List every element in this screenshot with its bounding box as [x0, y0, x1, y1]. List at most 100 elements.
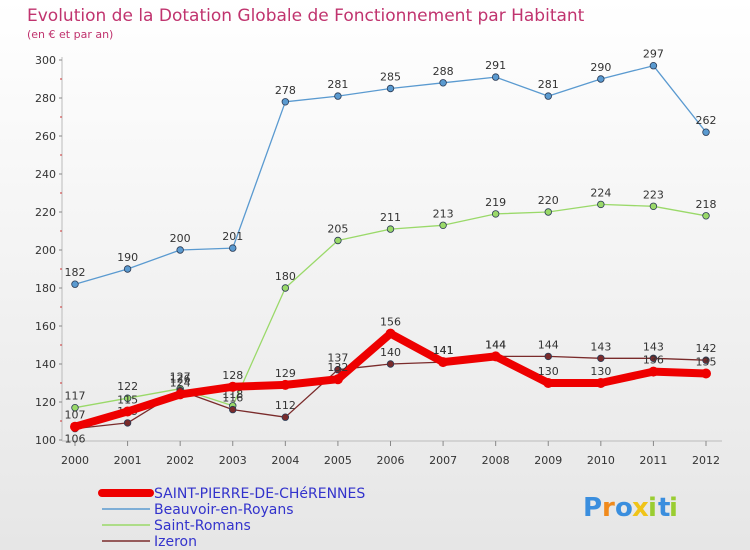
- data-label: 117: [65, 390, 86, 403]
- logo-letter: r: [602, 493, 615, 523]
- legend-label: Saint-Romans: [154, 518, 251, 534]
- data-label: 116: [222, 392, 243, 405]
- y-tick-label: 140: [35, 358, 56, 371]
- data-point: [334, 92, 342, 100]
- series-3: 107 115 124 128 129 132 156 141 144 130 130 136 135: [65, 316, 717, 432]
- x-tick-label: 2004: [271, 454, 299, 467]
- legend-label: SAINT-PIERRE-DE-CHéRENNES: [154, 486, 365, 502]
- data-point: [701, 368, 711, 379]
- legend-label: Beauvoir-en-Royans: [154, 502, 294, 518]
- data-point: [491, 73, 500, 81]
- data-label: 142: [696, 342, 717, 355]
- legend-label: Izeron: [154, 534, 197, 550]
- data-label: 220: [538, 194, 559, 207]
- data-label: 130: [538, 365, 559, 378]
- axes: 100 120 140 160 180 200 220 240 260 280 300 2000 200…: [35, 54, 722, 467]
- y-tick-label: 260: [35, 130, 56, 143]
- data-point: [175, 389, 186, 400]
- y-tick-label: 220: [35, 206, 56, 219]
- data-label: 285: [380, 71, 401, 84]
- data-point: [597, 354, 605, 362]
- data-point: [595, 378, 606, 388]
- data-label: 291: [485, 59, 506, 72]
- data-label: 136: [643, 354, 664, 367]
- logo-letter: t: [658, 493, 670, 523]
- data-label: 288: [433, 65, 454, 78]
- x-tick-label: 2001: [114, 454, 142, 467]
- y-tick-label: 120: [35, 396, 56, 409]
- data-point: [176, 246, 184, 254]
- data-label: 211: [380, 211, 401, 224]
- data-point: [71, 404, 79, 412]
- data-point: [386, 225, 395, 233]
- x-tick-label: 2003: [219, 454, 247, 467]
- data-label: 112: [275, 399, 296, 412]
- data-label: 144: [538, 338, 559, 351]
- data-point: [122, 406, 133, 417]
- data-label: 156: [380, 316, 401, 329]
- data-point: [648, 366, 659, 377]
- x-tick-label: 2007: [429, 454, 457, 467]
- y-tick-label: 160: [35, 320, 56, 333]
- data-label: 219: [485, 196, 506, 209]
- data-label: 122: [117, 380, 138, 393]
- y-tick-label: 300: [35, 54, 56, 67]
- data-point: [649, 354, 658, 362]
- data-label: 130: [590, 365, 611, 378]
- legend: SAINT-PIERRE-DE-CHéRENNESBeauvoir-en-Roy…: [98, 486, 365, 550]
- data-label: 205: [327, 223, 348, 236]
- logo-letter: x: [632, 493, 649, 523]
- data-label: 143: [643, 340, 664, 353]
- data-point: [649, 202, 658, 210]
- chart-subtitle: (en € et par an): [27, 28, 113, 41]
- data-point: [702, 212, 710, 220]
- y-tick-label: 200: [35, 244, 56, 257]
- data-point: [281, 98, 290, 106]
- data-point: [386, 360, 395, 368]
- y-tick-label: 240: [35, 168, 56, 181]
- data-point: [281, 284, 290, 292]
- data-point: [334, 366, 342, 374]
- data-point: [332, 374, 343, 385]
- data-label: 201: [222, 230, 243, 243]
- data-label: 180: [275, 270, 296, 283]
- data-label: 281: [327, 78, 348, 91]
- data-label: 223: [643, 188, 664, 201]
- data-label: 200: [170, 232, 191, 245]
- data-label: 190: [117, 251, 138, 264]
- data-point: [280, 379, 291, 390]
- data-label: 140: [380, 346, 401, 359]
- data-point: [597, 200, 605, 209]
- data-label: 115: [117, 394, 138, 407]
- logo-letter: i: [669, 493, 678, 523]
- data-point: [227, 381, 238, 392]
- data-point: [70, 421, 80, 432]
- data-label: 213: [433, 207, 454, 220]
- x-tick-label: 2010: [587, 454, 615, 467]
- data-label: 290: [590, 61, 611, 74]
- data-point: [123, 265, 132, 273]
- data-label: 107: [65, 409, 86, 422]
- data-point: [544, 352, 552, 361]
- data-point: [386, 84, 395, 93]
- series-line: [74, 65, 707, 285]
- data-label: 141: [433, 344, 454, 357]
- data-label: 278: [275, 84, 296, 97]
- data-label: 132: [327, 361, 348, 374]
- y-tick-label: 100: [35, 434, 56, 447]
- data-point: [702, 128, 710, 136]
- data-label: 144: [485, 338, 506, 351]
- data-label: 137: [327, 352, 348, 365]
- data-label: 126: [170, 373, 191, 386]
- x-tick-label: 2011: [639, 454, 667, 467]
- data-label: 141: [433, 344, 454, 357]
- data-label: 224: [590, 186, 611, 199]
- logo-letter: i: [648, 493, 657, 523]
- x-tick-label: 2002: [166, 454, 194, 467]
- data-label: 129: [275, 367, 296, 380]
- data-label: 281: [538, 78, 559, 91]
- data-point: [702, 356, 710, 364]
- data-point: [229, 405, 237, 414]
